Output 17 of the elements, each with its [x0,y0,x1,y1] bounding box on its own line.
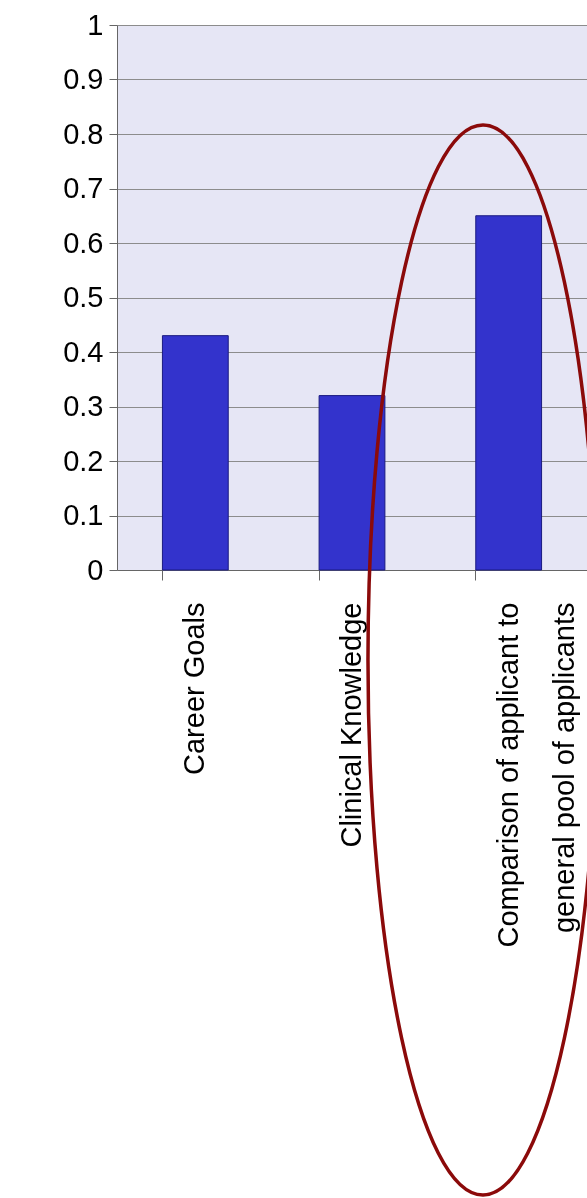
y-tick-label: 0 [87,553,104,586]
y-tick-label: 0.8 [63,117,104,150]
y-tick-label: 0.5 [63,281,104,313]
y-tick-label: 0.9 [63,63,104,95]
y-tick-label: 0.7 [63,172,104,204]
x-tick-label: Comparison of applicant to general pool of applicants [491,602,580,948]
bar [475,215,543,571]
y-tick-label: 0.4 [63,335,104,368]
x-tick-label: Clinical Knowledge [335,602,367,848]
bar [161,335,229,571]
bar [318,395,386,571]
x-tick-label: Career Goals [178,602,211,775]
y-tick-label: 0.1 [63,499,104,531]
y-tick-label: 1 [87,8,104,41]
y-tick-label: 0.2 [63,444,104,477]
y-tick-label: 0.6 [63,226,104,259]
y-tick-label: 0.3 [63,390,104,422]
